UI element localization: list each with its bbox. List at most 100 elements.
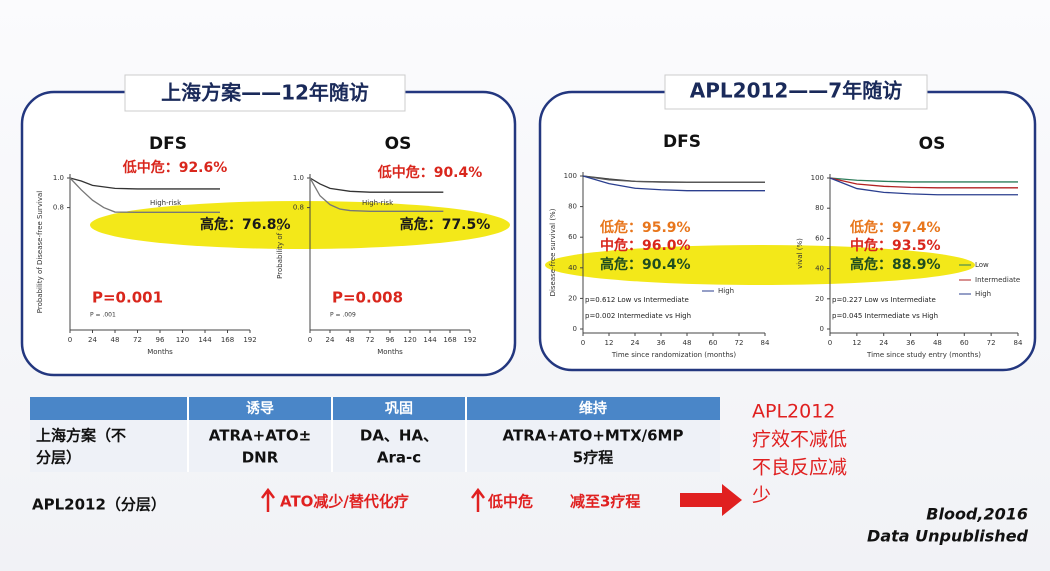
x-tick-label: 0	[68, 336, 72, 344]
y-tick-label: 0	[820, 325, 824, 333]
y-tick-label: 1.0	[293, 174, 304, 182]
up-arrow	[261, 487, 275, 512]
x-tick-label: 48	[111, 336, 120, 344]
table-cell: 分层）	[36, 449, 81, 467]
legend-label: Low	[975, 261, 989, 269]
y-tick-label: 100	[811, 174, 824, 182]
y-tick-label: 0.8	[53, 204, 64, 212]
source: Data Unpublished	[867, 527, 1029, 546]
x-tick-label: 120	[403, 336, 416, 344]
x-tick-label: 0	[581, 339, 585, 347]
x-tick-label: 96	[156, 336, 165, 344]
annotation: 中危：93.5%	[850, 237, 941, 254]
up-arrow	[471, 487, 485, 512]
conclusion: 少	[752, 485, 771, 507]
x-tick-label: 72	[735, 339, 744, 347]
legend-label: High-risk	[362, 199, 394, 207]
y-tick-label: 80	[568, 203, 577, 211]
x-tick-label: 48	[933, 339, 942, 347]
x-tick-label: 12	[605, 339, 614, 347]
y-tick-label: 60	[815, 234, 824, 242]
table-cell: ATRA+ATO±	[209, 427, 311, 445]
x-tick-label: 12	[852, 339, 861, 347]
annotation: 高危：77.5%	[400, 216, 491, 233]
x-tick-label: 48	[346, 336, 355, 344]
y-tick-label: 0	[573, 325, 577, 333]
annotation: 低危：97.4%	[849, 219, 941, 236]
x-tick-label: 48	[683, 339, 692, 347]
x-tick-label: 72	[133, 336, 142, 344]
x-tick-label: 144	[423, 336, 437, 344]
x-label: Time since study entry (months)	[866, 351, 981, 359]
y-tick-label: 1.0	[53, 174, 64, 182]
table-header-cell: 诱导	[246, 400, 274, 417]
table-cell: ATRA+ATO+MTX/6MP	[503, 427, 684, 445]
y-label: Probability of Disease-free Survival	[36, 191, 44, 314]
x-tick-label: 60	[709, 339, 718, 347]
x-label: Months	[377, 348, 403, 356]
annotation: 低中危：92.6%	[122, 159, 228, 176]
annotation: 中危：96.0%	[600, 237, 691, 254]
x-tick-label: 24	[879, 339, 888, 347]
p-value: P=0.008	[332, 289, 403, 307]
table-cell: 上海方案（不	[36, 427, 126, 445]
x-tick-label: 168	[221, 336, 234, 344]
x-tick-label: 24	[88, 336, 97, 344]
y-label: Probability of O	[276, 225, 284, 279]
chart-title: DFS	[149, 134, 187, 154]
chart-title: DFS	[663, 132, 701, 152]
annotation: 低中危：90.4%	[377, 164, 483, 181]
title-box	[664, 74, 928, 110]
table-cell: Ara-c	[377, 449, 421, 467]
title-box	[124, 74, 406, 112]
p-note: p=0.612 Low vs Intermediate	[585, 296, 689, 304]
p-note: p=0.045 Intermediate vs High	[832, 312, 938, 320]
source: Blood,2016	[926, 505, 1028, 524]
survival-curve	[829, 177, 1018, 196]
panel-title: 上海方案——12年随访	[161, 81, 369, 105]
survival-curve	[829, 177, 1018, 189]
change: ATO减少/替代化疗	[280, 493, 409, 511]
x-tick-label: 72	[987, 339, 996, 347]
x-tick-label: 120	[176, 336, 189, 344]
x-tick-label: 0	[828, 339, 832, 347]
y-label: Disease-free survival (%)	[549, 208, 557, 296]
survival-curve	[582, 175, 765, 192]
p-note: p=0.227 Low vs Intermediate	[832, 296, 936, 304]
y-tick-label: 20	[815, 295, 824, 303]
legend-label: High-risk	[150, 199, 182, 207]
p-small: P = .001	[90, 312, 116, 319]
y-tick-label: 100	[564, 172, 577, 180]
x-tick-label: 168	[443, 336, 456, 344]
survival-curve	[309, 177, 444, 193]
annotation: 高危：90.4%	[600, 256, 691, 273]
annotation: 低危：95.9%	[599, 219, 691, 236]
survival-curve	[69, 177, 220, 190]
x-label: Months	[147, 348, 173, 356]
table-cell: 5疗程	[573, 449, 613, 467]
survival-curve	[582, 175, 765, 183]
y-tick-label: 0.8	[293, 204, 304, 212]
annotation: 高危：88.9%	[850, 256, 941, 273]
survival-curve	[829, 177, 1018, 183]
conclusion: 不良反应减	[752, 457, 847, 479]
x-tick-label: 72	[366, 336, 375, 344]
x-tick-label: 192	[463, 336, 476, 344]
survival-curve	[309, 177, 444, 212]
table-row	[30, 420, 720, 472]
table-cell: DA、HA、	[360, 427, 438, 445]
y-tick-label: 80	[815, 204, 824, 212]
x-tick-label: 24	[631, 339, 640, 347]
conclusion: 疗效不减低	[752, 429, 847, 451]
highlight	[90, 201, 510, 249]
x-tick-label: 0	[308, 336, 312, 344]
highlight	[545, 245, 975, 285]
y-tick-label: 40	[815, 265, 824, 273]
x-tick-label: 36	[906, 339, 915, 347]
y-tick-label: 40	[568, 264, 577, 272]
p-small: P = .009	[330, 312, 356, 319]
legend-label: High	[975, 290, 991, 298]
x-label: Time since randomization (months)	[611, 351, 737, 359]
legend-label: High	[718, 287, 734, 295]
annotation: 高危：76.8%	[200, 216, 291, 233]
